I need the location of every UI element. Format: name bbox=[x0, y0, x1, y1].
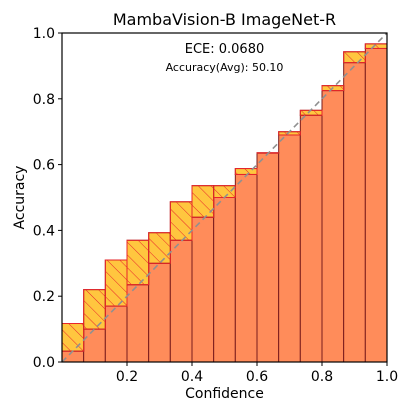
accuracy-bar bbox=[234, 173, 258, 363]
accuracy-bar bbox=[343, 62, 366, 363]
gap-hatch bbox=[234, 168, 258, 175]
gap-bar bbox=[299, 109, 323, 116]
x-tick-label: 0.6 bbox=[246, 369, 268, 385]
accuracy-avg-annotation: Accuracy(Avg): 50.10 bbox=[166, 61, 284, 74]
accuracy-bar bbox=[364, 47, 388, 363]
gap-bar bbox=[191, 185, 215, 218]
x-tick-label: 1.0 bbox=[376, 369, 398, 385]
gap-bar bbox=[61, 323, 85, 352]
gap-bar bbox=[364, 43, 388, 49]
gap-hatch bbox=[343, 51, 366, 64]
accuracy-bar bbox=[169, 239, 193, 363]
gap-hatch bbox=[213, 185, 236, 199]
y-axis-label: Accuracy bbox=[12, 166, 28, 230]
accuracy-bar bbox=[213, 197, 236, 363]
accuracy-bar bbox=[278, 134, 301, 363]
accuracy-bar bbox=[191, 216, 215, 363]
y-tick-label: 0.2 bbox=[33, 289, 55, 305]
accuracy-bar bbox=[299, 114, 323, 363]
gap-bar bbox=[234, 168, 258, 175]
chart-title: MambaVision-B ImageNet-R bbox=[113, 10, 336, 29]
plot-frame bbox=[61, 32, 388, 363]
gap-bar bbox=[169, 201, 193, 241]
gap-hatch bbox=[126, 239, 150, 286]
y-tick-label: 0.8 bbox=[33, 92, 55, 108]
gap-bar bbox=[213, 185, 236, 199]
gap-hatch bbox=[169, 201, 193, 241]
x-axis-label: Confidence bbox=[185, 386, 264, 402]
gap-hatch bbox=[364, 43, 388, 49]
gap-hatch bbox=[83, 289, 106, 330]
gap-bar bbox=[104, 259, 128, 307]
x-tick-label: 0.8 bbox=[311, 369, 333, 385]
gap-bar bbox=[148, 232, 171, 264]
accuracy-bar bbox=[126, 284, 150, 363]
gap-hatch bbox=[148, 232, 171, 264]
y-axis-ticks: 0.0 0.2 0.4 0.6 0.8 1.0 bbox=[33, 26, 62, 371]
x-tick-label: 0.4 bbox=[181, 369, 203, 385]
accuracy-bar bbox=[321, 90, 345, 363]
gap-bars bbox=[61, 43, 388, 352]
accuracy-bar bbox=[256, 152, 280, 363]
perfect-calibration-line bbox=[61, 32, 388, 363]
gap-hatch bbox=[299, 109, 323, 116]
y-tick-label: 0.4 bbox=[33, 223, 55, 239]
gap-hatch bbox=[104, 259, 128, 307]
ece-annotation: ECE: 0.0680 bbox=[185, 42, 265, 57]
accuracy-bar bbox=[104, 305, 128, 363]
gap-bar bbox=[343, 51, 366, 64]
accuracy-bar bbox=[148, 262, 171, 363]
gap-hatch bbox=[61, 323, 85, 352]
gap-hatch bbox=[191, 185, 215, 218]
x-axis-ticks: 0.2 0.4 0.6 0.8 1.0 bbox=[116, 362, 398, 385]
accuracy-bar bbox=[83, 328, 106, 363]
gap-bar bbox=[126, 239, 150, 286]
x-tick-label: 0.2 bbox=[116, 369, 138, 385]
accuracy-bars bbox=[61, 47, 388, 363]
y-tick-label: 0.6 bbox=[33, 158, 55, 174]
y-tick-label: 0.0 bbox=[33, 355, 55, 371]
gap-bar bbox=[83, 289, 106, 330]
accuracy-bar bbox=[61, 350, 85, 363]
y-tick-label: 1.0 bbox=[33, 26, 55, 42]
